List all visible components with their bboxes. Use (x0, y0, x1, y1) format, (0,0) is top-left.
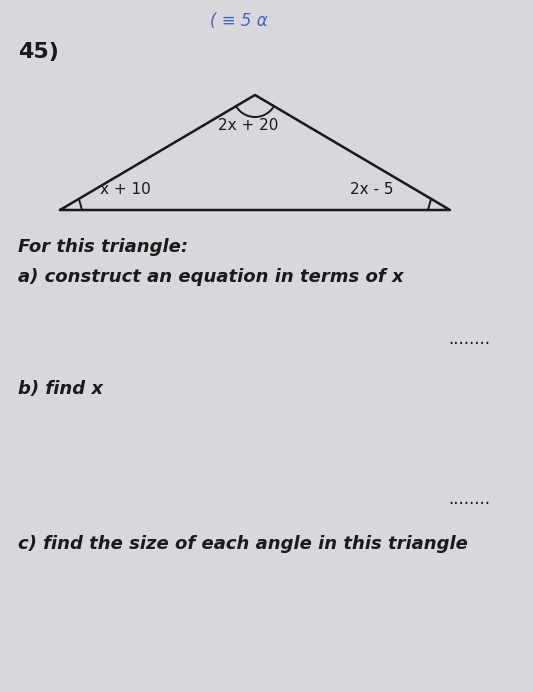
Text: c) find the size of each angle in this triangle: c) find the size of each angle in this t… (18, 535, 468, 553)
Text: x + 10: x + 10 (100, 182, 151, 197)
Text: 45): 45) (18, 42, 59, 62)
Text: a) construct an equation in terms of x: a) construct an equation in terms of x (18, 268, 403, 286)
Text: 2x - 5: 2x - 5 (350, 182, 393, 197)
Text: For this triangle:: For this triangle: (18, 238, 188, 256)
Text: 2x + 20: 2x + 20 (218, 118, 278, 133)
Text: ........: ........ (448, 330, 490, 348)
Text: b) find x: b) find x (18, 380, 103, 398)
Text: ........: ........ (448, 490, 490, 508)
Text: ( ≡ 5 α: ( ≡ 5 α (210, 12, 268, 30)
